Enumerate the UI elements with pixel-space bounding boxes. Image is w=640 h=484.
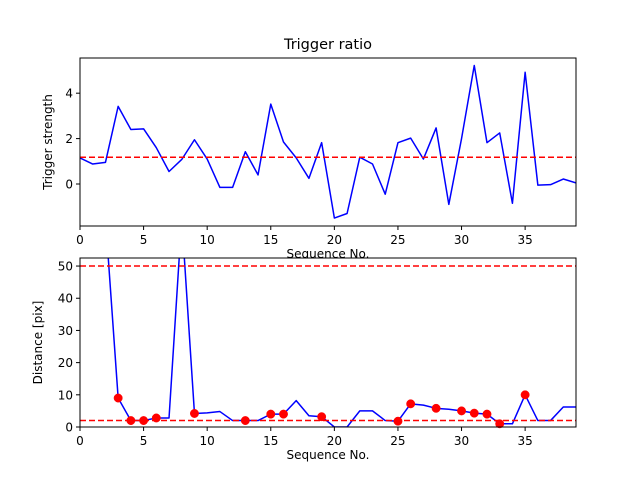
chart-1-y-tick-label: 0 bbox=[65, 178, 73, 192]
chart-2-series-line-1-segment-1 bbox=[107, 258, 576, 427]
chart-2-y-tick-label: 0 bbox=[65, 421, 73, 435]
chart-2-marker-13 bbox=[457, 406, 466, 416]
chart-2-x-tick-label: 20 bbox=[327, 434, 342, 448]
chart-1-x-tick-label: 10 bbox=[200, 233, 215, 247]
chart-2: 0 5 10 15 20 25 30 35 0 10 20 30 40 50 Sequence No. Dis… bbox=[31, 257, 577, 462]
chart-2-background bbox=[80, 258, 576, 427]
chart-1-x-tick-label: 20 bbox=[327, 233, 342, 247]
chart-1-plot-area bbox=[80, 64, 576, 219]
chart-2-y-tick-label: 10 bbox=[58, 388, 73, 402]
chart-2-marker-17 bbox=[520, 390, 530, 400]
chart-2-y-tick-label: 50 bbox=[58, 260, 73, 274]
chart-2-marker-3 bbox=[139, 416, 149, 426]
chart-2-y-tick-label: 20 bbox=[58, 356, 73, 370]
chart-2-x-tick-label: 35 bbox=[517, 434, 532, 448]
chart-1-x-tick-label: 5 bbox=[140, 233, 148, 247]
chart-2-marker-2 bbox=[126, 416, 136, 426]
chart-1-x-tick-label: 30 bbox=[454, 233, 469, 247]
chart-2-marker-1 bbox=[113, 393, 123, 403]
chart-2-marker-11 bbox=[406, 399, 416, 409]
chart-2-x-tick-label: 0 bbox=[76, 434, 84, 448]
chart-2-x-tick-label: 10 bbox=[200, 434, 215, 448]
chart-2-marker-8 bbox=[279, 409, 288, 419]
chart-1-series-line-1-segment-1 bbox=[80, 64, 576, 219]
chart-1-y-tick-label: 4 bbox=[65, 87, 73, 101]
chart-2-marker-5 bbox=[190, 409, 199, 418]
chart-2-marker-14 bbox=[469, 408, 479, 418]
chart-2-marker-7 bbox=[266, 409, 276, 419]
chart-2-x-tick-label: 5 bbox=[140, 434, 148, 448]
chart-2-y-tick-label: 40 bbox=[58, 292, 73, 306]
chart-2-marker-4 bbox=[151, 413, 161, 423]
chart-1-title: Trigger ratio bbox=[283, 37, 372, 53]
chart-2-plot-area bbox=[80, 258, 576, 427]
chart-1-x-tick-label: 15 bbox=[263, 233, 278, 247]
chart-2-marker-6 bbox=[240, 416, 250, 426]
chart-2-marker-10 bbox=[393, 416, 403, 426]
chart-1-y-tick-label: 2 bbox=[65, 132, 73, 146]
chart-2-marker-9 bbox=[317, 412, 327, 422]
chart-1-x-tick-label: 0 bbox=[76, 233, 84, 247]
chart-1-y-axis-label: Trigger strength bbox=[41, 94, 55, 191]
chart-1-axes-frame bbox=[79, 57, 577, 227]
chart-2-marker-12 bbox=[431, 403, 441, 413]
chart-2-y-tick-label: 30 bbox=[58, 324, 73, 338]
chart-2-axes-frame bbox=[79, 257, 577, 428]
chart-1-x-tick-label: 35 bbox=[517, 233, 532, 247]
chart-2-x-tick-label: 30 bbox=[454, 434, 469, 448]
chart-2-marker-16 bbox=[495, 419, 505, 429]
chart-2-x-tick-label: 15 bbox=[263, 434, 278, 448]
chart-2-marker-15 bbox=[482, 409, 492, 419]
chart-2-x-axis-label: Sequence No. bbox=[287, 448, 370, 462]
chart-2-x-tick-label: 25 bbox=[390, 434, 405, 448]
chart-2-y-axis-label: Distance [pix] bbox=[31, 301, 45, 385]
chart-1-x-tick-label: 25 bbox=[390, 233, 405, 247]
